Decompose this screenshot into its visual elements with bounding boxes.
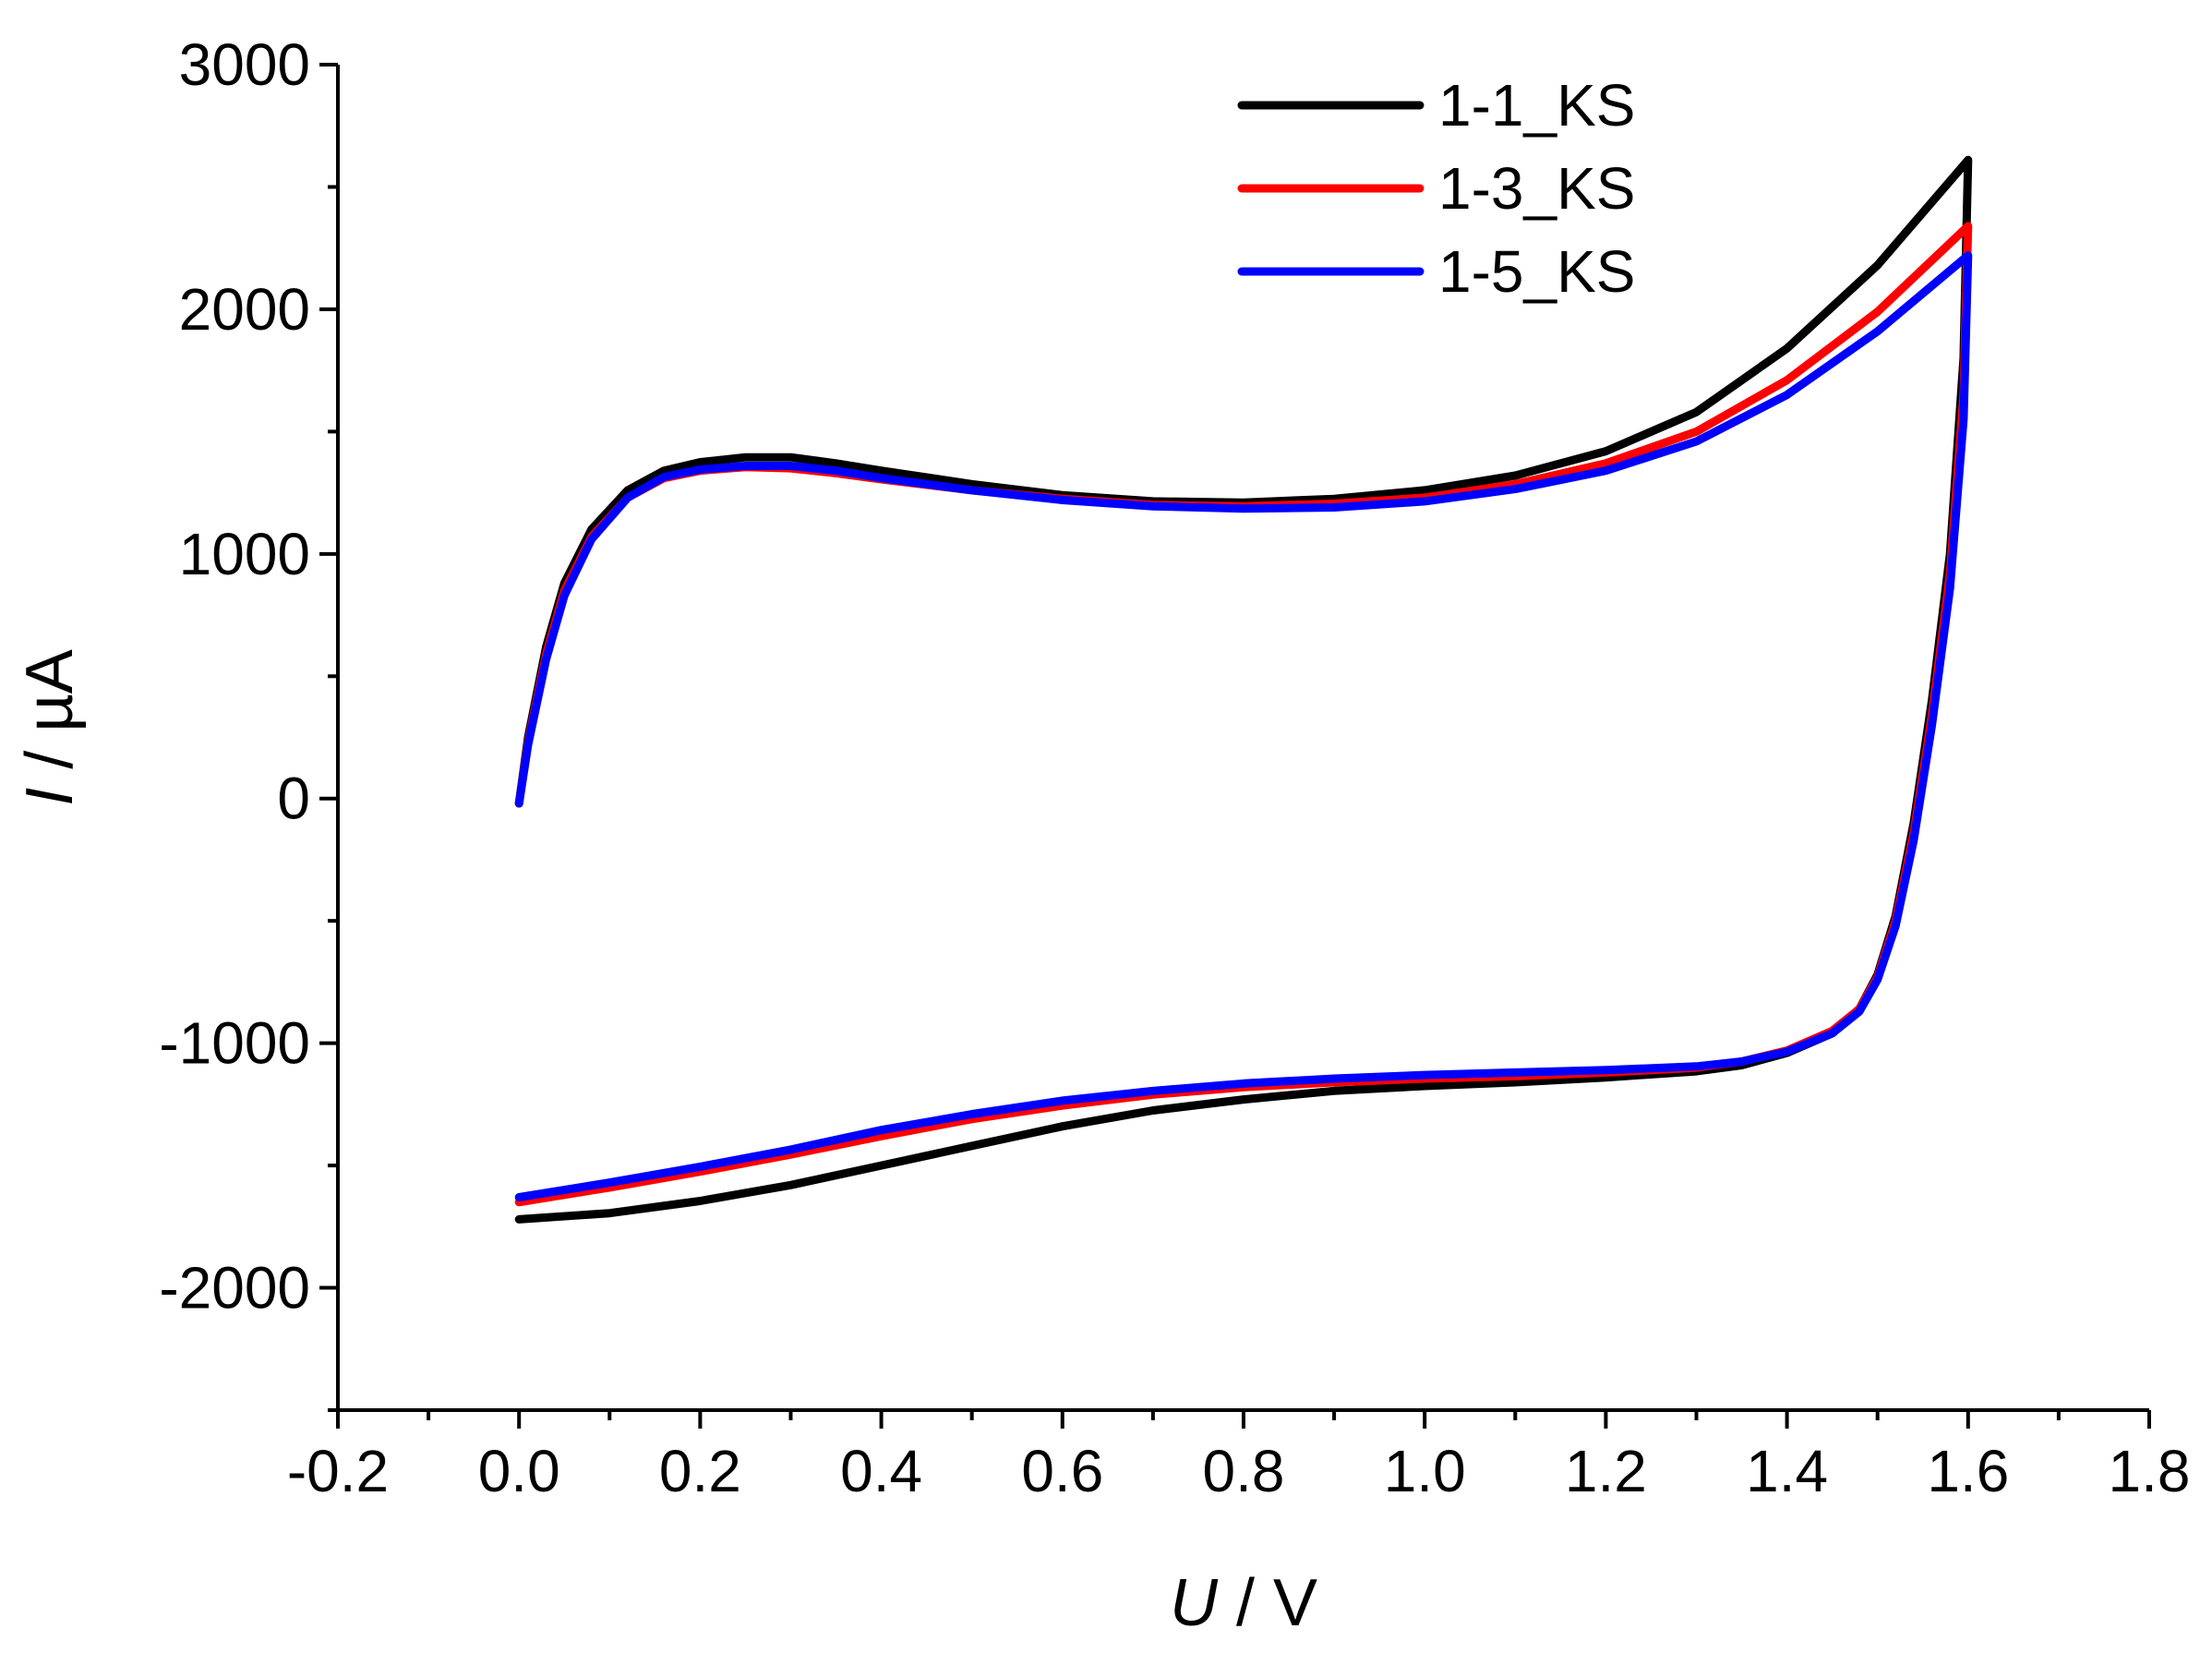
axes: 3000 2000 1000 0 -1000 -2000 -0.2 0.0 0.2 0.4 0.6… bbox=[159, 31, 2190, 1504]
y-tick-label: 3000 bbox=[179, 31, 310, 98]
x-axis-unit: / V bbox=[1218, 1566, 1317, 1640]
y-tick-label: 1000 bbox=[179, 521, 310, 587]
y-axis-title: I / µA bbox=[13, 649, 87, 806]
y-tick-label: 2000 bbox=[179, 276, 310, 343]
y-ticks: 3000 2000 1000 0 -1000 -2000 bbox=[159, 31, 338, 1412]
x-tick-label: 1.0 bbox=[1384, 1438, 1466, 1504]
legend-label-3: 1-5_KS bbox=[1438, 238, 1635, 305]
x-tick-label: 0.0 bbox=[478, 1438, 560, 1504]
series-layer bbox=[514, 155, 1973, 1224]
x-tick-label: 0.4 bbox=[840, 1438, 922, 1504]
x-tick-label: 0.8 bbox=[1203, 1438, 1285, 1504]
x-axis-var: U bbox=[1170, 1566, 1219, 1640]
y-tick-label: -2000 bbox=[159, 1255, 310, 1321]
legend: 1-1_KS 1-3_KS 1-5_KS bbox=[1237, 72, 1635, 305]
legend-label-1: 1-1_KS bbox=[1438, 72, 1635, 139]
legend-label-2: 1-3_KS bbox=[1438, 155, 1635, 222]
x-tick-label: 1.4 bbox=[1746, 1438, 1828, 1504]
x-axis-title: U / V bbox=[1170, 1566, 1317, 1640]
y-axis-var: I bbox=[13, 788, 87, 806]
x-tick-label: 0.2 bbox=[659, 1438, 741, 1504]
x-ticks: -0.2 0.0 0.2 0.4 0.6 0.8 1.0 1.2 1.4 1.6 1.8 bbox=[287, 1410, 2191, 1504]
y-tick-label: -1000 bbox=[159, 1010, 310, 1077]
x-tick-label: -0.2 bbox=[287, 1438, 389, 1504]
x-tick-label: 1.2 bbox=[1565, 1438, 1647, 1504]
x-tick-label: 0.6 bbox=[1021, 1438, 1103, 1504]
x-tick-label: 1.8 bbox=[2109, 1438, 2191, 1504]
x-tick-label: 1.6 bbox=[1927, 1438, 2009, 1504]
series-line-3 bbox=[514, 251, 1973, 1201]
y-axis-unit: / µA bbox=[13, 649, 87, 788]
y-tick-label: 0 bbox=[277, 766, 310, 832]
